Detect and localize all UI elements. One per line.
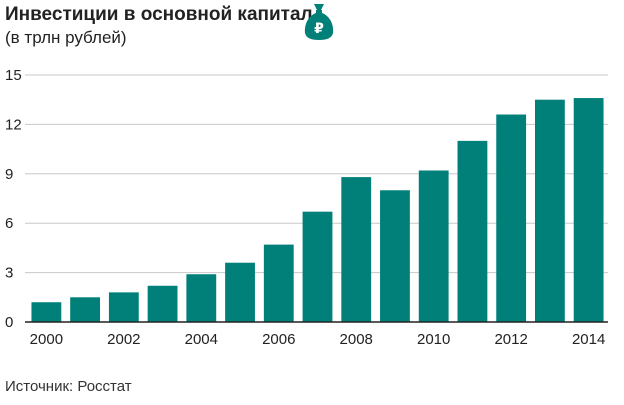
y-tick-label: 3 <box>5 265 13 282</box>
bar-2009 <box>380 190 410 322</box>
x-tick-label: 2006 <box>262 331 295 348</box>
bar-2001 <box>70 297 101 322</box>
bar-2003 <box>147 285 178 322</box>
x-tick-label: 2002 <box>107 331 140 348</box>
ruble-symbol: ₽ <box>314 20 324 36</box>
bar-2011 <box>457 140 488 322</box>
bar-2006 <box>263 244 294 322</box>
source-note: Источник: Росстат <box>5 378 132 395</box>
bars <box>31 98 604 323</box>
x-tick-label: 2008 <box>340 331 373 348</box>
y-tick-label: 0 <box>5 314 13 331</box>
money-bag-icon: ₽ <box>304 4 334 40</box>
bar-2013 <box>534 99 565 322</box>
bar-2010 <box>418 170 449 322</box>
bar-2004 <box>186 274 217 322</box>
x-tick-label: 2014 <box>572 331 605 348</box>
y-tick-label: 15 <box>5 67 22 84</box>
axes: 0 3 6 9 12 15 2000 2002 2004 2006 2008 2010 2012 2014 <box>5 67 608 348</box>
y-tick-label: 9 <box>5 166 13 183</box>
chart-title: Инвестиции в основной капитал <box>5 4 313 25</box>
x-tick-label: 2000 <box>30 331 63 348</box>
x-tick-label: 2004 <box>185 331 218 348</box>
chart-subtitle: (в трлн рублей) <box>5 28 127 47</box>
bar-2008 <box>341 177 372 322</box>
bar-2002 <box>108 292 139 322</box>
bar-2005 <box>225 262 255 322</box>
y-tick-label: 12 <box>5 116 22 133</box>
bar-2012 <box>496 114 527 323</box>
x-tick-label: 2010 <box>417 331 450 348</box>
y-tick-label: 6 <box>5 215 13 232</box>
bar-2007 <box>302 211 333 322</box>
bar-2000 <box>31 302 62 322</box>
x-tick-label: 2012 <box>494 331 527 348</box>
bar-2014 <box>573 98 604 322</box>
